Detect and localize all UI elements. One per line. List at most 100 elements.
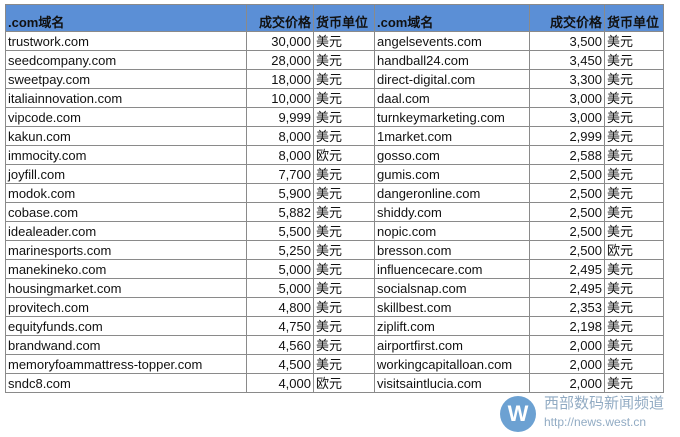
header-price-1: 成交价格 (246, 4, 314, 32)
cell-currency: 美元 (604, 31, 664, 51)
cell-currency: 美元 (313, 259, 375, 279)
domain-sales-table: .com域名 成交价格 货币单位 .com域名 成交价格 货币单位 trustw… (5, 4, 664, 393)
cell-price: 2,495 (529, 259, 605, 279)
cell-price: 10,000 (246, 88, 314, 108)
cell-price: 5,000 (246, 259, 314, 279)
watermark-url: http://news.west.cn (544, 415, 647, 429)
cell-domain: provitech.com (5, 297, 247, 317)
cell-domain: ziplift.com (374, 316, 530, 336)
cell-price: 8,000 (246, 126, 314, 146)
cell-domain: vipcode.com (5, 107, 247, 127)
header-currency-1: 货币单位 (313, 4, 375, 32)
table-row: trustwork.com 30,000 美元 angelsevents.com 3,5… (5, 31, 664, 51)
cell-currency: 美元 (604, 202, 664, 222)
cell-domain: gumis.com (374, 164, 530, 184)
cell-price: 3,300 (529, 69, 605, 89)
cell-domain: shiddy.com (374, 202, 530, 222)
cell-price: 2,999 (529, 126, 605, 146)
table-row: immocity.com 8,000 欧元 gosso.com 2,588 美元 (5, 145, 664, 165)
table-row: idealeader.com 5,500 美元 nopic.com 2,500 美元 (5, 221, 664, 241)
cell-domain: bresson.com (374, 240, 530, 260)
cell-currency: 美元 (313, 183, 375, 203)
cell-price: 9,999 (246, 107, 314, 127)
cell-price: 2,500 (529, 202, 605, 222)
table-row: kakun.com 8,000 美元 1market.com 2,999 美元 (5, 126, 664, 146)
table-row: sweetpay.com 18,000 美元 direct-digital.com 3,… (5, 69, 664, 89)
cell-price: 2,500 (529, 164, 605, 184)
cell-currency: 美元 (313, 88, 375, 108)
cell-currency: 美元 (313, 335, 375, 355)
cell-price: 7,700 (246, 164, 314, 184)
cell-price: 2,353 (529, 297, 605, 317)
cell-price: 3,000 (529, 88, 605, 108)
cell-domain: skillbest.com (374, 297, 530, 317)
cell-domain: workingcapitalloan.com (374, 354, 530, 374)
cell-currency: 美元 (313, 202, 375, 222)
cell-domain: dangeronline.com (374, 183, 530, 203)
cell-domain: joyfill.com (5, 164, 247, 184)
cell-price: 4,750 (246, 316, 314, 336)
watermark: W 西部数码新闻频道 http://news.west.cn (500, 395, 680, 433)
table-row: joyfill.com 7,700 美元 gumis.com 2,500 美元 (5, 164, 664, 184)
cell-price: 2,198 (529, 316, 605, 336)
cell-currency: 美元 (313, 31, 375, 51)
cell-currency: 美元 (604, 69, 664, 89)
table-row: memoryfoammattress-topper.com 4,500 美元 work… (5, 354, 664, 374)
cell-currency: 美元 (604, 50, 664, 70)
cell-currency: 美元 (604, 126, 664, 146)
table-row: equityfunds.com 4,750 美元 ziplift.com 2,198 美元 (5, 316, 664, 336)
cell-price: 2,588 (529, 145, 605, 165)
cell-domain: gosso.com (374, 145, 530, 165)
cell-price: 4,500 (246, 354, 314, 374)
cell-currency: 欧元 (313, 145, 375, 165)
header-domain-2: .com域名 (374, 4, 530, 32)
cell-price: 5,900 (246, 183, 314, 203)
cell-price: 2,500 (529, 183, 605, 203)
table-row: cobase.com 5,882 美元 shiddy.com 2,500 美元 (5, 202, 664, 222)
cell-currency: 美元 (604, 297, 664, 317)
cell-currency: 美元 (604, 145, 664, 165)
table-row: brandwand.com 4,560 美元 airportfirst.com 2,00… (5, 335, 664, 355)
cell-domain: 1market.com (374, 126, 530, 146)
header-domain-1: .com域名 (5, 4, 247, 32)
cell-price: 2,000 (529, 335, 605, 355)
cell-domain: angelsevents.com (374, 31, 530, 51)
cell-domain: socialsnap.com (374, 278, 530, 298)
cell-domain: immocity.com (5, 145, 247, 165)
table-row: marinesports.com 5,250 美元 bresson.com 2,500 欧… (5, 240, 664, 260)
cell-currency: 美元 (313, 316, 375, 336)
table-row: seedcompany.com 28,000 美元 handball24.com 3,4… (5, 50, 664, 70)
cell-price: 2,495 (529, 278, 605, 298)
cell-price: 3,500 (529, 31, 605, 51)
header-price-2: 成交价格 (529, 4, 605, 32)
cell-currency: 美元 (604, 316, 664, 336)
cell-price: 30,000 (246, 31, 314, 51)
cell-price: 3,000 (529, 107, 605, 127)
cell-price: 3,450 (529, 50, 605, 70)
cell-price: 4,560 (246, 335, 314, 355)
cell-currency: 欧元 (313, 373, 375, 393)
cell-currency: 美元 (313, 278, 375, 298)
cell-price: 2,500 (529, 240, 605, 260)
cell-domain: turnkeymarketing.com (374, 107, 530, 127)
cell-currency: 美元 (604, 278, 664, 298)
cell-currency: 美元 (604, 354, 664, 374)
table-row: modok.com 5,900 美元 dangeronline.com 2,500 美元 (5, 183, 664, 203)
cell-price: 28,000 (246, 50, 314, 70)
table-row: italiainnovation.com 10,000 美元 daal.com 3,00… (5, 88, 664, 108)
cell-currency: 美元 (604, 164, 664, 184)
cell-price: 5,882 (246, 202, 314, 222)
cell-price: 2,000 (529, 373, 605, 393)
watermark-logo: W (500, 396, 536, 432)
watermark-title: 西部数码新闻频道 (544, 395, 665, 412)
cell-domain: housingmarket.com (5, 278, 247, 298)
cell-price: 4,000 (246, 373, 314, 393)
header-currency-2: 货币单位 (604, 4, 664, 32)
cell-currency: 美元 (313, 221, 375, 241)
cell-price: 5,250 (246, 240, 314, 260)
cell-domain: cobase.com (5, 202, 247, 222)
cell-domain: memoryfoammattress-topper.com (5, 354, 247, 374)
table-row: housingmarket.com 5,000 美元 socialsnap.com 2,… (5, 278, 664, 298)
cell-domain: manekineko.com (5, 259, 247, 279)
cell-domain: daal.com (374, 88, 530, 108)
